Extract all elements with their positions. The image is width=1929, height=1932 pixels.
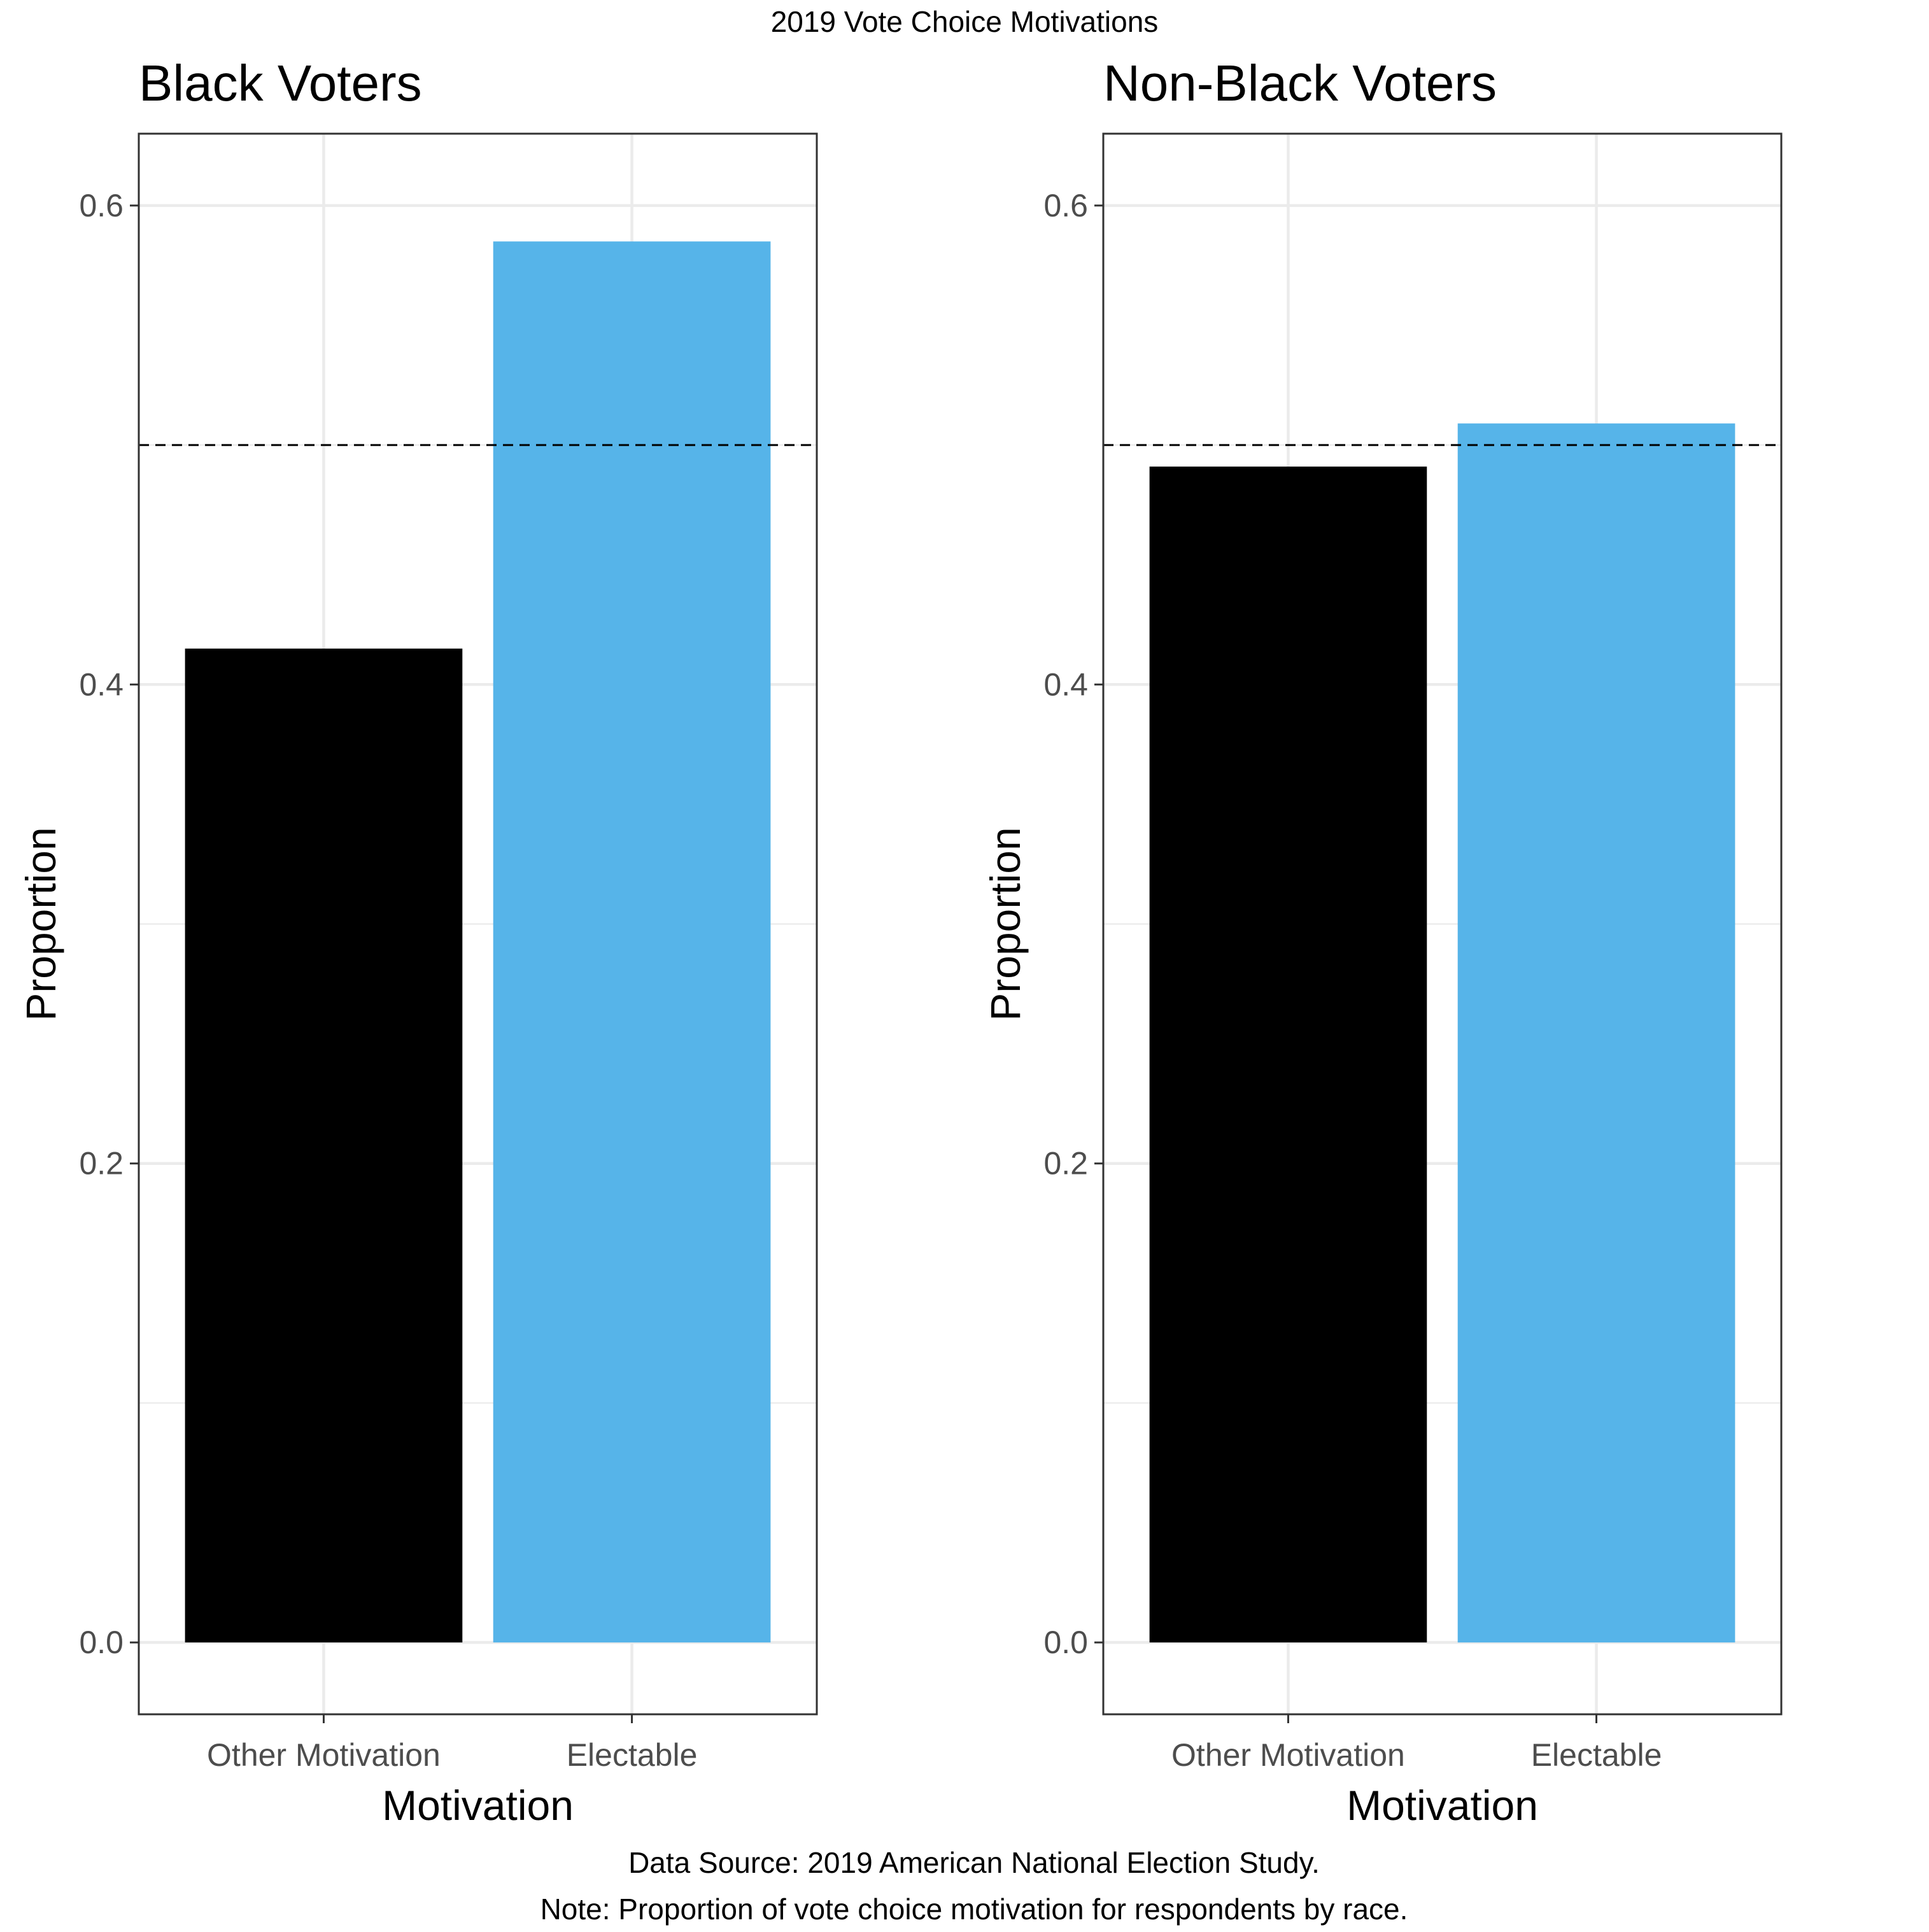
y-tick-label: 0.4 xyxy=(79,666,124,702)
bar-other-motivation xyxy=(185,648,463,1643)
x-axis-title: Motivation xyxy=(382,1782,574,1829)
panel-border xyxy=(138,132,818,1716)
bar-electable xyxy=(1457,423,1735,1643)
x-tick-label: Electable xyxy=(567,1737,698,1773)
x-tick-label: Electable xyxy=(1531,1737,1662,1773)
y-tick-label: 0.2 xyxy=(79,1146,124,1181)
y-axis-title: Proportion xyxy=(17,827,64,1021)
caption-note: Note: Proportion of vote choice motivati… xyxy=(541,1893,1408,1926)
panels-layer: 0.0 0.2 0.4 0.6 Other Motivation Electable Bla… xyxy=(17,55,1783,1829)
panel-title: Black Voters xyxy=(139,55,422,111)
x-tick-label: Other Motivation xyxy=(1171,1737,1405,1773)
bar-electable xyxy=(493,241,771,1643)
y-axis-title: Proportion xyxy=(982,827,1029,1021)
panel-2: 0.0 0.2 0.4 0.6 Other Motivation Electable Non… xyxy=(982,55,1783,1829)
y-tick-label: 0.2 xyxy=(1043,1146,1088,1181)
x-tick-label: Other Motivation xyxy=(207,1737,441,1773)
chart-title: 2019 Vote Choice Motivations xyxy=(771,5,1159,38)
y-tick-label: 0.4 xyxy=(1043,666,1088,702)
y-tick-label: 0.6 xyxy=(1043,188,1088,223)
x-axis-title: Motivation xyxy=(1346,1782,1538,1829)
panel-border xyxy=(1102,132,1783,1716)
y-tick-label: 0.0 xyxy=(1043,1625,1088,1660)
caption-data-source: Data Source: 2019 American National Elec… xyxy=(628,1846,1320,1879)
y-tick-label: 0.0 xyxy=(79,1625,124,1660)
y-tick-label: 0.6 xyxy=(79,188,124,223)
panel-1: 0.0 0.2 0.4 0.6 Other Motivation Electable Bla… xyxy=(17,55,818,1829)
panel-title: Non-Black Voters xyxy=(1103,55,1497,111)
bar-other-motivation xyxy=(1149,466,1427,1643)
